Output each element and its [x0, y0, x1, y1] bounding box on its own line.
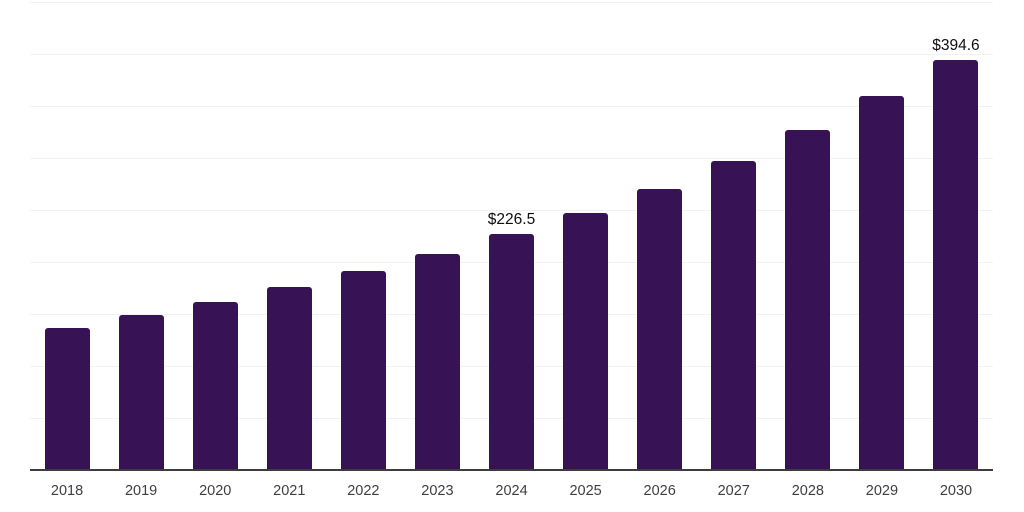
x-tick-2025: 2025 [569, 483, 602, 499]
x-tick-2023: 2023 [421, 483, 454, 499]
bar-slot-2022 [326, 2, 400, 470]
bar-slot-2018 [30, 2, 104, 470]
gridline-400 [30, 54, 993, 55]
bar-2022 [340, 271, 386, 470]
gridline-450 [30, 2, 993, 3]
gridline-250 [30, 210, 993, 211]
bar-slot-2029 [845, 2, 919, 470]
x-tick-2030: 2030 [939, 483, 973, 499]
plot-area: $226.5 $394.6 [30, 2, 993, 471]
x-tick-2024: 2024 [495, 483, 528, 499]
bar-2027 [711, 160, 757, 470]
x-tick-2028: 2028 [791, 483, 824, 499]
bar-slot-2025 [549, 2, 623, 470]
bar-slot-2028 [771, 2, 845, 470]
bar-slot-2030: $394.6 [919, 2, 993, 470]
bar-slot-2024: $226.5 [474, 2, 548, 470]
data-label-2030: $394.6 [932, 36, 980, 54]
bar-slot-2021 [252, 2, 326, 470]
data-label-2024: $226.5 [487, 211, 536, 229]
bar-slot-2027 [697, 2, 771, 470]
gridline-300 [30, 158, 993, 159]
bar-2028 [785, 130, 831, 470]
x-tick-2026: 2026 [643, 483, 676, 499]
x-tick-2029: 2029 [865, 483, 899, 499]
x-tick-2027: 2027 [717, 483, 750, 499]
bar-2023 [414, 254, 460, 470]
x-axis-line [30, 469, 993, 471]
gridline-350 [30, 106, 993, 107]
x-tick-2021: 2021 [273, 483, 306, 499]
bar-slot-2019 [104, 2, 178, 470]
bar-2025 [563, 213, 609, 470]
x-axis-tick-labels: 2018 2019 2020 2021 2022 2023 2024 2025 2026 2027… [30, 470, 993, 510]
x-tick-2019: 2019 [124, 483, 158, 499]
bar-2030 [933, 59, 979, 470]
x-tick-2018: 2018 [50, 483, 84, 499]
bar-2024 [489, 234, 534, 470]
bar-slot-2023 [400, 2, 474, 470]
x-tick-2022: 2022 [347, 483, 380, 499]
bar-2020 [192, 301, 238, 470]
bar-2029 [859, 95, 905, 470]
x-tick-2020: 2020 [199, 483, 232, 499]
bar-2019 [118, 315, 164, 470]
bar-slot-2020 [178, 2, 252, 470]
bar-2021 [266, 286, 312, 470]
bar-2026 [637, 188, 683, 470]
bar-slot-2026 [623, 2, 697, 470]
bar-2018 [44, 327, 90, 470]
bar-series: $226.5 $394.6 [30, 2, 993, 470]
